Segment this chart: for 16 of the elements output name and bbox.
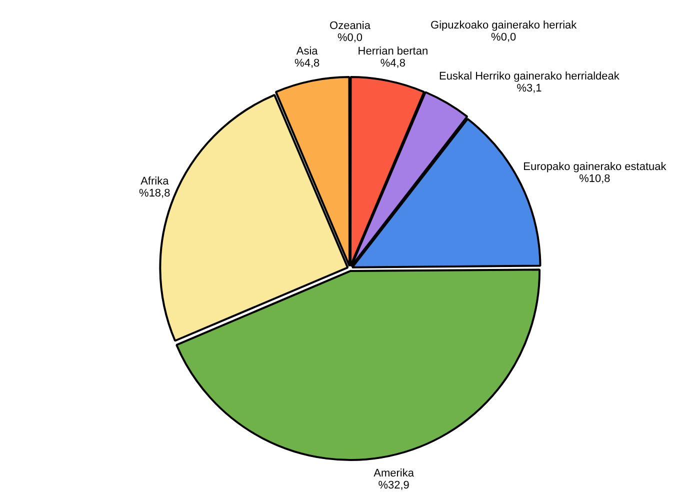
slice-label: Asia [296, 45, 319, 58]
slice-label: Europako gainerako estatuak [523, 160, 667, 173]
data-label: %4,8 [380, 57, 406, 70]
slice-label: Euskal Herriko gainerako herrialdeak [439, 70, 620, 83]
text: %0,0 [491, 31, 516, 44]
category-label: Ozeania [330, 20, 370, 32]
slice-label: Herrian bertan [358, 45, 428, 58]
data-label: %4,8 [294, 57, 320, 70]
data-label: %32,9 [378, 480, 410, 492]
data-label: %18,8 [139, 188, 170, 200]
slice-label: Amerika [374, 468, 415, 480]
data-label: %10,8 [579, 172, 610, 185]
data-label: %3,1 [516, 82, 542, 95]
category-label: Gipuzkoako gainerako herriak [430, 19, 577, 32]
slice-label: Afrika [140, 176, 170, 188]
text: %0,0 [337, 32, 363, 44]
